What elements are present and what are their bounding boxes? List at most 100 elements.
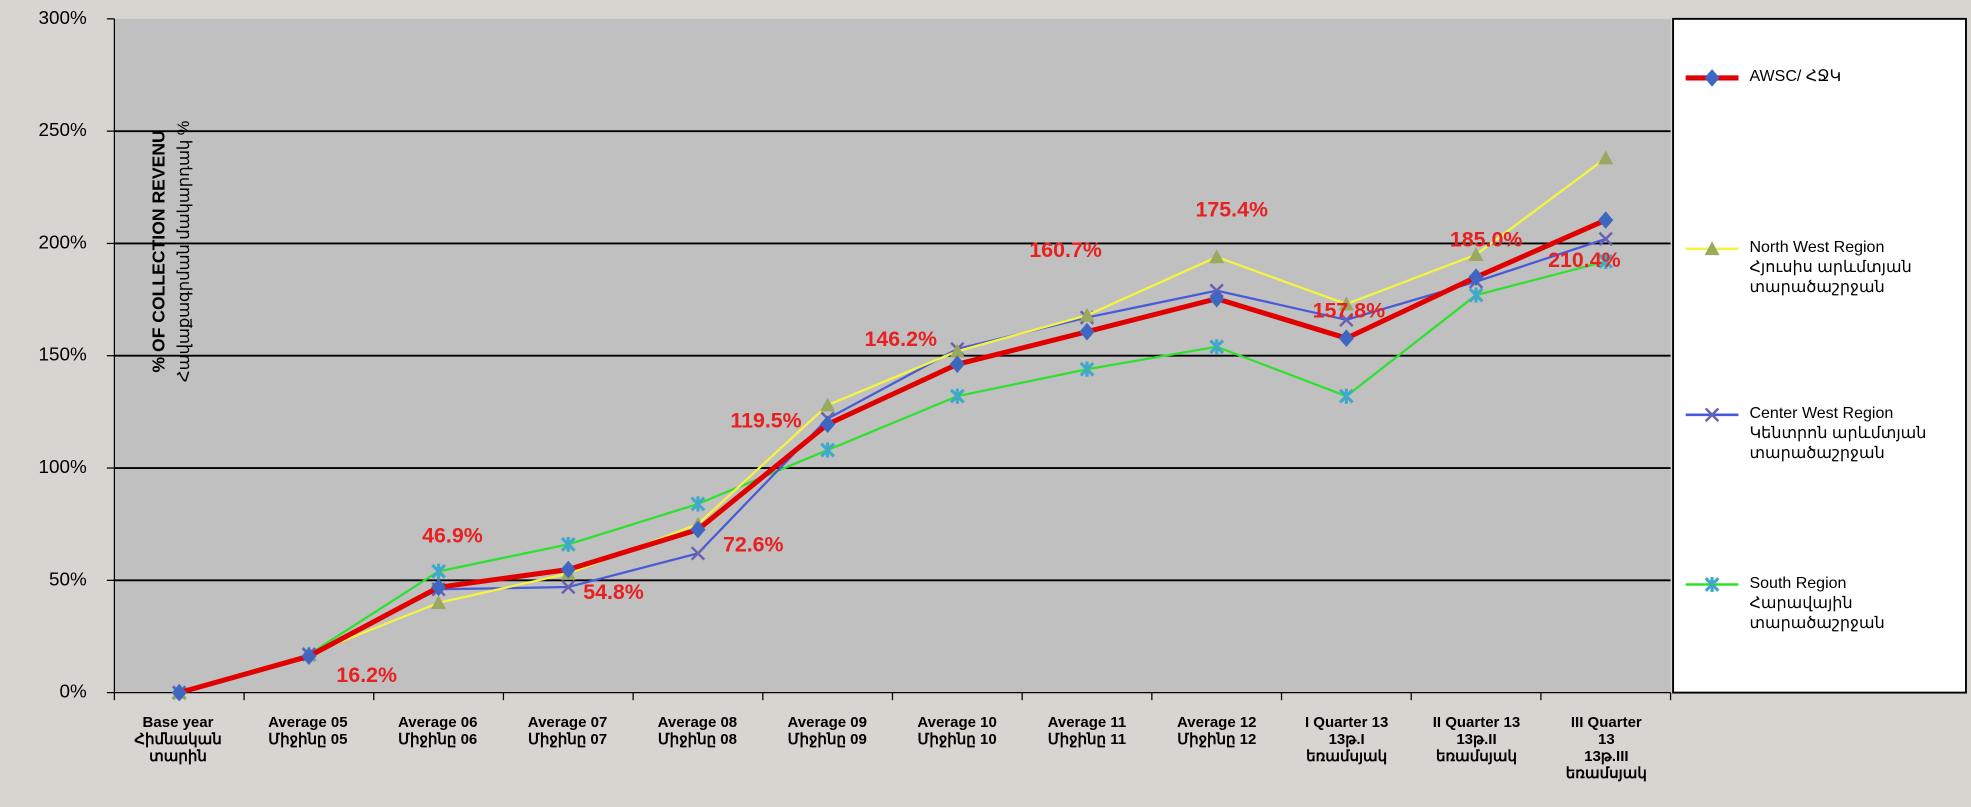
marker: [1704, 241, 1720, 256]
marker: [1598, 231, 1613, 247]
marker: [1338, 296, 1354, 311]
data-label: 210.4%: [1548, 248, 1620, 272]
x-tick-label: Average 11 Միջինը 11: [1047, 713, 1127, 748]
marker-shape: [1338, 296, 1354, 311]
marker-shape: [1209, 339, 1225, 355]
marker: [1338, 388, 1354, 404]
y-tick-label: 50%: [49, 568, 87, 589]
marker-shape: [1338, 329, 1354, 348]
marker-shape: [1704, 576, 1720, 593]
series-line: [178, 157, 1607, 694]
y-tick-label: 0%: [59, 681, 86, 702]
x-tick-label: Average 10 Միջինը 10: [917, 713, 997, 748]
x-tick-label: III Quarter 13 13թ.III եռամսյակ: [1565, 713, 1647, 782]
data-label: 119.5%: [730, 408, 801, 432]
legend-box: [1672, 17, 1967, 694]
marker-shape: [1598, 150, 1614, 165]
x-tick-label: I Quarter 13 13թ.I եռամսյակ: [1304, 713, 1389, 765]
legend-label: South Region Հարավային տարածաշրջան: [1749, 574, 1885, 632]
marker: [1468, 247, 1484, 261]
legend-label: North West Region Հյուսիս արևմտյան տարած…: [1749, 238, 1912, 296]
marker-shape: [1079, 307, 1095, 322]
legend-label: AWSC/ ՀՋԿ: [1749, 67, 1842, 85]
data-label: 175.4%: [1196, 197, 1268, 221]
marker: [1338, 329, 1354, 348]
marker: [1598, 150, 1614, 165]
data-label: 160.7%: [1029, 238, 1101, 262]
x-tick-label: Average 12 Միջինը 12: [1177, 713, 1257, 748]
marker-shape: [171, 683, 187, 702]
marker: [949, 355, 965, 374]
marker-shape: [1704, 241, 1720, 256]
x-tick-label: Average 09 Միջինը 09: [787, 713, 867, 748]
marker: [690, 520, 706, 539]
data-label: 185.0%: [1450, 227, 1522, 251]
marker-shape: [820, 415, 836, 434]
series-line: [178, 260, 1607, 694]
y-axis-title: Հավաքագրման մակարդակ %: [175, 121, 193, 382]
y-tick-label: 150%: [39, 344, 87, 365]
data-label: 157.8%: [1313, 298, 1385, 322]
marker: [561, 579, 576, 595]
marker-shape: [1209, 249, 1225, 264]
marker-shape: [560, 536, 576, 552]
marker: [1079, 307, 1095, 322]
marker: [1598, 211, 1614, 229]
marker: [431, 595, 447, 610]
marker: [560, 536, 576, 552]
y-tick-label: 250%: [39, 119, 87, 140]
marker-shape: [1338, 388, 1354, 404]
marker-shape: [1079, 361, 1095, 377]
marker: [1468, 268, 1484, 286]
marker-shape: [949, 343, 965, 358]
marker: [690, 546, 706, 561]
marker: [1704, 407, 1720, 422]
marker: [1598, 253, 1614, 269]
marker-shape: [949, 355, 965, 374]
marker: [1468, 287, 1484, 303]
marker: [171, 683, 187, 702]
marker-shape: [820, 397, 836, 412]
marker-shape: [690, 496, 706, 512]
marker: [1339, 312, 1354, 327]
marker-shape: [1209, 289, 1225, 308]
marker-shape: [1468, 287, 1484, 303]
y-tick-label: 300%: [39, 7, 87, 28]
marker-shape: [561, 579, 576, 595]
data-label: 146.2%: [865, 327, 937, 351]
marker-shape: [431, 595, 447, 610]
series-line: [178, 217, 1607, 696]
data-label: 46.9%: [422, 524, 483, 548]
x-tick-label: Average 07 Միջինը 07: [527, 713, 608, 748]
y-tick-label: 100%: [39, 456, 87, 477]
legend-label: Center West Region Կենտրոն արևմտյան տարա…: [1749, 405, 1927, 463]
marker: [690, 496, 706, 512]
marker: [1209, 339, 1225, 355]
marker: [1704, 576, 1720, 593]
marker: [820, 442, 836, 458]
data-label: 16.2%: [336, 663, 397, 687]
marker: [820, 397, 836, 412]
x-tick-label: Average 06 Միջինը 06: [397, 713, 478, 748]
marker-shape: [1468, 268, 1484, 286]
marker: [949, 388, 965, 404]
marker: [431, 578, 447, 597]
y-axis-title: % OF COLLECTION REVENU: [148, 130, 168, 372]
marker: [431, 563, 446, 579]
marker-shape: [820, 442, 836, 458]
marker-shape: [1598, 231, 1613, 247]
x-tick-label: Average 05 Միջինը 05: [268, 713, 348, 748]
x-tick-label: Average 08 Միջինը 08: [657, 713, 738, 748]
marker-shape: [1704, 407, 1720, 422]
marker: [1209, 249, 1225, 264]
marker-shape: [431, 563, 446, 579]
marker-shape: [690, 546, 706, 561]
marker-shape: [949, 388, 965, 404]
marker: [949, 343, 965, 358]
marker-shape: [1339, 312, 1354, 327]
marker-shape: [1598, 211, 1614, 229]
marker-shape: [690, 520, 706, 539]
marker-shape: [1598, 253, 1614, 269]
